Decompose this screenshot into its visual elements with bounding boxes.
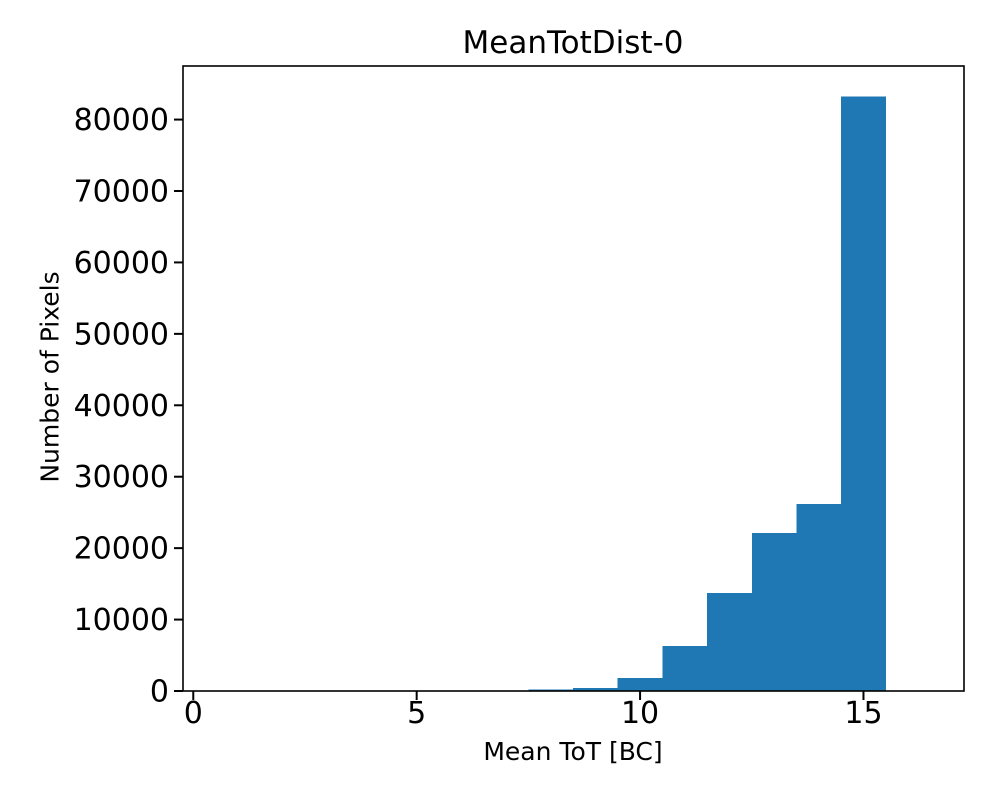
- x-tick-label: 5: [407, 696, 426, 731]
- y-tick-label: 0: [150, 675, 169, 710]
- histogram-bar: [573, 687, 618, 691]
- y-tick-label: 60000: [74, 246, 169, 281]
- y-tick-label: 70000: [74, 175, 169, 210]
- histogram-bar: [796, 503, 842, 691]
- y-tick-label: 30000: [74, 460, 169, 495]
- x-tick-label: 0: [184, 696, 203, 731]
- y-axis-label: Number of Pixels: [35, 271, 65, 483]
- x-tick-label: 15: [844, 696, 882, 731]
- histogram-bar: [751, 533, 797, 691]
- axes-box: [182, 65, 965, 692]
- y-tick-label: 80000: [74, 103, 169, 138]
- histogram-bar: [707, 593, 752, 691]
- histogram-bar: [617, 678, 663, 691]
- y-tick-label: 50000: [74, 317, 169, 352]
- y-tick-label: 40000: [74, 389, 169, 424]
- y-tick-label: 10000: [74, 603, 169, 638]
- x-axis-label: Mean ToT [BC]: [483, 737, 663, 766]
- chart-title: MeanTotDist-0: [462, 25, 684, 61]
- y-tick-label: 20000: [74, 532, 169, 567]
- histogram-bar: [662, 646, 708, 691]
- histogram-bar: [841, 96, 886, 691]
- x-tick-label: 10: [621, 696, 659, 731]
